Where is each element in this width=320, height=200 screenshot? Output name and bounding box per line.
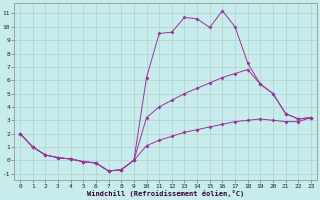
X-axis label: Windchill (Refroidissement éolien,°C): Windchill (Refroidissement éolien,°C): [87, 190, 244, 197]
